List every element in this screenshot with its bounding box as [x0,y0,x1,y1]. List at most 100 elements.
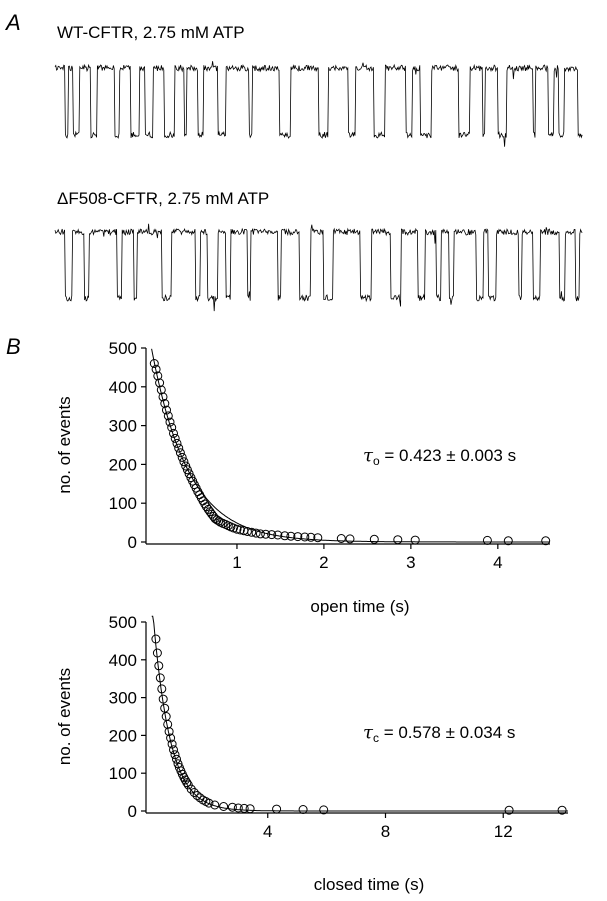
data-point [503,536,513,546]
open-time-plot: 0 100 200 300 400 500 1 2 3 4 open time (s) no. … [55,339,551,616]
data-point [541,536,551,546]
data-point [273,530,283,540]
data-point [160,399,170,408]
data-point [286,531,296,541]
x-tick-label: 2 [319,553,328,572]
data-point [152,648,162,658]
closed-time-plot: 0 100 200 300 400 500 4 8 12 closed time (s) no… [55,613,568,894]
data-point [151,364,161,374]
data-point [189,788,199,797]
data-point [345,534,355,544]
data-point [169,745,178,755]
data-point [239,803,249,813]
data-point [267,530,277,540]
data-point [175,448,185,458]
open-time-y-label: no. of events [55,396,74,493]
data-point [319,805,329,815]
trace-wt-cftr [54,61,583,147]
y-tick-label: 0 [128,802,137,821]
data-point [272,804,282,814]
trace-df508-cftr [54,223,583,312]
data-point [149,359,159,368]
data-point [261,529,271,539]
data-point [167,423,177,432]
data-point [204,798,214,808]
closed-time-y-label: no. of events [55,668,74,765]
panel-label-b: B [6,334,21,359]
data-point [153,371,163,381]
y-tick-label: 0 [128,533,137,552]
data-point [182,465,192,475]
y-tick-label: 200 [109,455,137,474]
data-point [235,525,245,535]
data-point [300,532,310,542]
data-point [192,791,202,800]
data-point [170,433,180,443]
data-point [155,378,165,388]
data-point [170,750,180,760]
data-point [313,533,323,543]
x-tick-label: 3 [406,553,415,572]
data-point [210,800,220,810]
data-point [298,805,308,814]
data-point [233,803,243,813]
x-tick-label: 1 [232,553,241,572]
data-point [232,524,242,534]
data-point [369,534,379,544]
data-point [158,694,168,704]
data-point [156,385,166,395]
data-point [251,528,261,538]
data-point [280,531,290,541]
data-point [174,443,184,453]
data-point [169,428,178,438]
y-tick-label: 200 [109,726,137,745]
data-point [179,772,189,782]
data-point [155,673,165,683]
data-point [203,504,213,514]
data-point [167,739,177,749]
y-tick-label: 100 [109,494,137,513]
y-tick-label: 400 [109,378,137,397]
data-point [214,516,224,526]
data-point [293,532,303,542]
data-point [154,661,164,671]
data-point [160,703,170,713]
tau-open-annotation: τo = 0.423 ± 0.003 s [363,445,516,468]
data-point [504,805,514,815]
data-point [245,804,255,814]
data-point [186,784,196,794]
trace-title-wt: WT-CFTR, 2.75 mM ATP [57,23,245,42]
data-point [164,727,174,737]
closed-time-fit-curve [151,615,568,812]
data-point [165,417,175,427]
data-point [242,527,252,536]
data-point [180,775,190,785]
data-point [158,392,168,402]
y-tick-label: 500 [109,613,137,632]
y-tick-label: 400 [109,651,137,670]
data-point [247,527,257,537]
data-point [227,802,237,812]
data-point [166,733,176,743]
x-tick-label: 4 [263,822,272,841]
data-point [410,535,420,545]
y-tick-label: 500 [109,339,137,358]
y-tick-label: 300 [109,689,137,708]
data-point [557,805,567,815]
y-tick-label: 100 [109,764,137,783]
data-point [163,719,173,729]
x-tick-label: 12 [494,822,513,841]
panel-label-a: A [4,10,21,35]
data-point [219,802,229,811]
data-point [179,457,189,467]
data-point [163,411,173,421]
data-point [172,754,181,764]
data-point [482,535,492,545]
data-point [393,535,403,545]
tau-closed-annotation: τc = 0.578 ± 0.034 s [363,722,515,745]
data-point [177,452,187,462]
data-point [182,778,192,788]
y-tick-label: 300 [109,417,137,436]
x-tick-label: 8 [381,822,390,841]
